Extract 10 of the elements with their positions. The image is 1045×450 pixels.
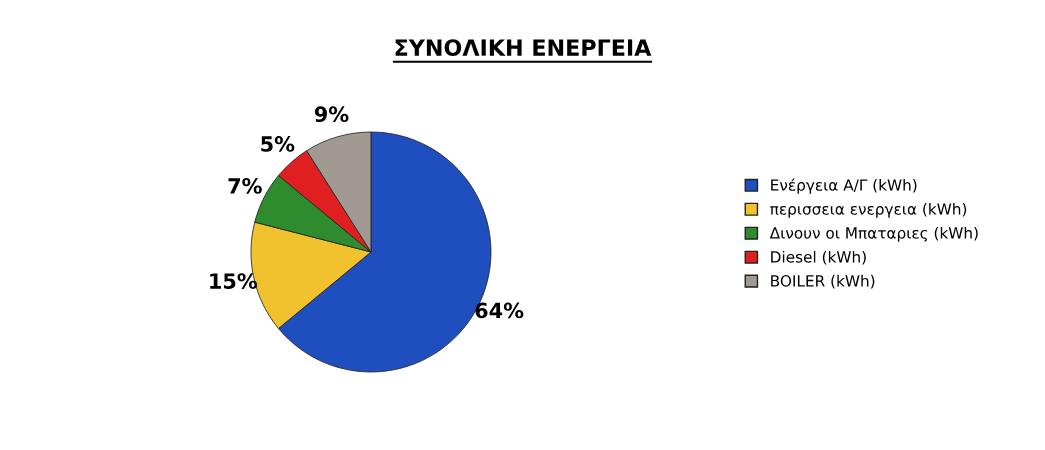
legend-label: περισσεια ενεργεια (kWh): [770, 202, 967, 218]
legend-label: BOILER (kWh): [771, 274, 875, 289]
legend-label: Ενέργεια Α/Γ (kWh): [771, 178, 917, 194]
data-label: 5%: [261, 136, 295, 152]
data-label: 64%: [475, 302, 524, 319]
chart-title: ΣΥΝΟΛΙΚΗ ΕΝΕΡΓΕΙΑ: [395, 39, 652, 56]
legend-label: Diesel (kWh): [771, 250, 866, 265]
data-label: 9%: [314, 106, 349, 123]
data-label: 7%: [228, 178, 262, 194]
legend-label: Δινουν οι Μπαταριες (kWh): [769, 226, 978, 242]
